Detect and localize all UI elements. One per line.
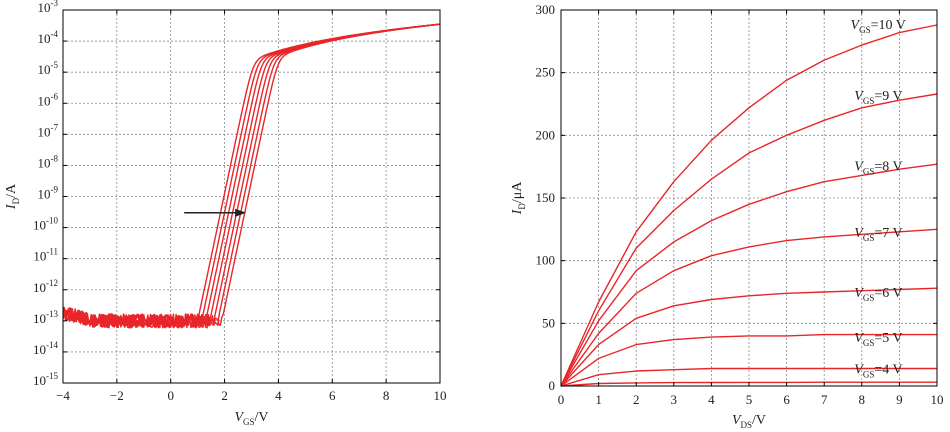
x-tick-label: 4 [708, 392, 715, 407]
x-tick-label: 6 [783, 392, 790, 407]
x-tick-label: −2 [110, 388, 124, 403]
y-tick-label: 10-6 [38, 91, 59, 108]
y-tick-label: 10-14 [33, 340, 58, 357]
y-tick-label: 10-11 [33, 247, 58, 264]
transfer-curve [62, 23, 441, 329]
transfer-curve [62, 23, 441, 329]
y-tick-label: 10-10 [33, 216, 58, 233]
right-y-axis-title: ID/μA [510, 181, 527, 216]
y-tick-label: 10-13 [33, 309, 58, 326]
x-tick-label: 10 [931, 392, 944, 407]
y-tick-label: 10-9 [38, 185, 59, 202]
x-tick-label: 1 [595, 392, 602, 407]
y-tick-label: 10-7 [38, 122, 59, 139]
right-axis-ticks [560, 9, 938, 387]
curve-label: VGS=7 V [854, 226, 902, 243]
x-tick-label: 3 [671, 392, 678, 407]
x-tick-label: 4 [275, 388, 282, 403]
left-transfer-curves [62, 23, 441, 329]
y-tick-label: 250 [536, 65, 556, 80]
output-curve [560, 24, 938, 387]
right-gridlines [561, 10, 937, 386]
output-curve [560, 163, 938, 387]
y-tick-label: 10-5 [38, 60, 59, 77]
transfer-curve [62, 23, 441, 329]
x-tick-label: 5 [746, 392, 753, 407]
curve-label: VGS=10 V [851, 18, 906, 35]
left-gridlines [63, 10, 440, 383]
x-tick-label: 6 [329, 388, 336, 403]
y-tick-label: 150 [536, 190, 556, 205]
left-y-axis-title: ID/A [4, 183, 21, 210]
x-tick-label: 8 [383, 388, 390, 403]
output-curve [560, 93, 938, 387]
y-tick-label: 100 [536, 253, 556, 268]
left-x-axis-title: VGS/V [234, 410, 268, 427]
x-tick-label: 2 [221, 388, 228, 403]
y-tick-label: 10-12 [33, 278, 58, 295]
transfer-curve [62, 23, 441, 329]
x-tick-label: 7 [821, 392, 828, 407]
transfer-curve [62, 23, 441, 329]
x-tick-label: 8 [859, 392, 866, 407]
output-characteristics-chart: VGS=10 V VGS=9 V VGS=8 V VGS=7 V VGS=6 V VGS=… [510, 2, 944, 430]
curve-label: VGS=5 V [854, 331, 902, 348]
x-tick-label: 0 [558, 392, 565, 407]
shift-arrow-head [235, 208, 247, 217]
right-x-axis-title: VDS/V [732, 413, 766, 430]
y-tick-label: 300 [536, 2, 556, 17]
right-output-curves [560, 24, 938, 387]
left-tick-labels: −4 −2 0 2 4 6 8 10 10-3 10-4 10-5 10-6 10-7 10-8 10-9 1… [33, 0, 447, 403]
output-curve [560, 287, 938, 387]
x-tick-label: 2 [633, 392, 640, 407]
curve-label: VGS=4 V [854, 362, 902, 379]
y-tick-label: 0 [549, 378, 556, 393]
x-tick-label: 0 [167, 388, 174, 403]
y-tick-label: 10-3 [38, 0, 59, 15]
curve-label: VGS=8 V [854, 159, 902, 176]
transfer-characteristics-chart: −4 −2 0 2 4 6 8 10 10-3 10-4 10-5 10-6 10-7 10-8 10-9 1… [4, 0, 447, 427]
curve-label: VGS=6 V [854, 286, 902, 303]
right-curve-labels: VGS=10 V VGS=9 V VGS=8 V VGS=7 V VGS=6 V VGS=… [851, 18, 906, 380]
output-curve [560, 333, 937, 387]
transfer-curve [62, 23, 441, 329]
y-tick-label: 50 [542, 315, 555, 330]
y-tick-label: 10-8 [38, 153, 59, 170]
y-tick-label: 10-4 [38, 29, 59, 46]
output-curve [560, 367, 937, 387]
output-curve [560, 228, 938, 387]
y-tick-label: 10-15 [33, 371, 58, 388]
transfer-curve [62, 23, 441, 329]
curve-label: VGS=9 V [854, 89, 902, 106]
x-tick-label: 10 [434, 388, 447, 403]
left-axis-ticks [62, 9, 441, 384]
y-tick-label: 200 [536, 127, 556, 142]
x-tick-label: 9 [896, 392, 903, 407]
x-tick-label: −4 [56, 388, 70, 403]
